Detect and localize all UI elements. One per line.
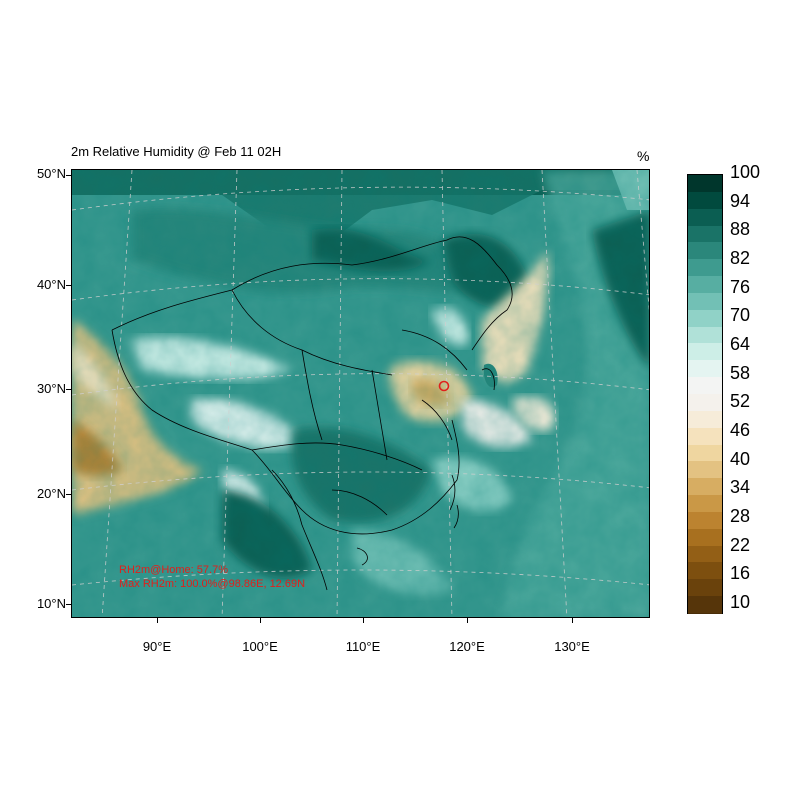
max-annotation: Max RH2m: 100.0%@98.86E, 12.69N — [119, 578, 306, 590]
colorbar-box — [688, 276, 722, 295]
lon-tick — [260, 618, 261, 623]
colorbar-box — [688, 511, 722, 531]
colorbar-label: 46 — [730, 420, 751, 440]
lon-label-120: 120°E — [449, 639, 485, 654]
colorbar-box — [688, 377, 722, 396]
colorbar-label: 16 — [730, 563, 751, 584]
units-label: % — [637, 148, 650, 164]
lat-label-10: 10°N — [36, 596, 66, 611]
lat-tick — [66, 285, 71, 286]
colorbar-label: 28 — [730, 506, 751, 526]
colorbar-label: 40 — [730, 448, 751, 469]
lat-tick — [66, 175, 71, 176]
colorbar-box — [688, 191, 722, 211]
map-title: 2m Relative Humidity @ Feb 11 02H — [71, 144, 282, 159]
colorbar-label: 100 — [730, 162, 761, 182]
colorbar-box — [688, 528, 722, 548]
lon-label-100: 100°E — [242, 639, 278, 654]
colorbar-box — [688, 394, 722, 413]
colorbar-box — [688, 309, 722, 329]
lat-label-30: 30°N — [36, 381, 66, 396]
lat-tick — [66, 604, 71, 605]
colorbar-box — [688, 410, 722, 430]
lat-label-20: 20°N — [36, 486, 66, 501]
colorbar-label: 58 — [730, 362, 751, 383]
colorbar-box — [688, 343, 722, 362]
colorbar-box — [688, 259, 722, 278]
colorbar-label: 76 — [730, 276, 751, 297]
colorbar-box — [688, 208, 722, 228]
colorbar-box — [688, 444, 722, 463]
home-marker-icon — [438, 380, 450, 392]
lon-tick — [157, 618, 158, 623]
colorbar-label: 22 — [730, 534, 751, 555]
humidity-map — [71, 169, 650, 618]
colorbar-box — [688, 596, 722, 615]
lon-label-90: 90°E — [142, 639, 172, 654]
colorbar-box — [688, 242, 722, 261]
lat-tick — [66, 494, 71, 495]
colorbar-box — [688, 360, 722, 379]
lon-label-110: 110°E — [345, 639, 381, 654]
lat-label-40: 40°N — [36, 277, 66, 292]
colorbar-label: 82 — [730, 248, 751, 268]
colorbar-box — [688, 427, 722, 447]
lon-tick — [467, 618, 468, 623]
colorbar-label: 88 — [730, 219, 751, 240]
lat-label-50: 50°N — [36, 166, 66, 181]
colorbar-box — [688, 225, 722, 244]
colorbar-label: 10 — [730, 592, 751, 612]
colorbar-box — [688, 579, 722, 598]
colorbar-label: 52 — [730, 391, 751, 412]
lat-tick — [66, 389, 71, 390]
colorbar-box — [688, 461, 722, 480]
colorbar-box — [688, 562, 722, 581]
lon-tick — [572, 618, 573, 623]
colorbar-box — [688, 478, 722, 497]
lon-label-130: 130°E — [554, 639, 590, 654]
home-annotation: RH2m@Home: 57.7% — [119, 564, 228, 576]
colorbar-box — [688, 326, 722, 345]
humidity-field — [72, 170, 649, 617]
colorbar-box — [688, 175, 722, 194]
colorbar-box — [688, 495, 722, 514]
lon-tick — [363, 618, 364, 623]
colorbar-label: 64 — [730, 334, 751, 354]
colorbar-label: 70 — [730, 305, 751, 326]
colorbar-box — [688, 545, 722, 564]
colorbar-label: 34 — [730, 477, 751, 498]
colorbar — [687, 174, 723, 615]
colorbar-label: 94 — [730, 190, 751, 211]
colorbar-box — [688, 292, 722, 312]
